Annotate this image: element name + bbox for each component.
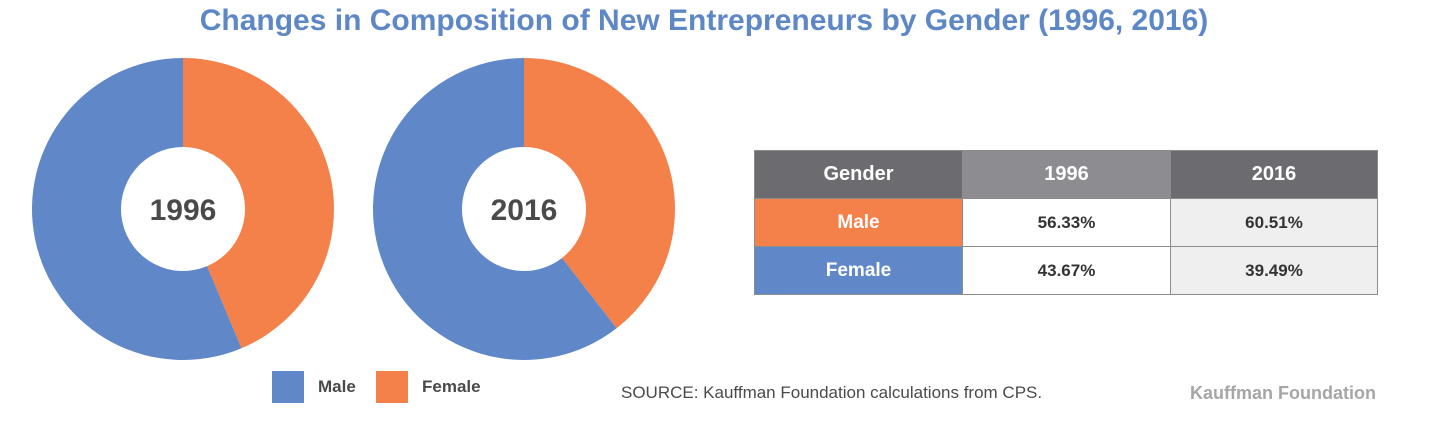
legend-label-female: Female xyxy=(422,377,481,396)
pie-slice-female-1996 xyxy=(183,58,335,349)
table-row-label-male: Male xyxy=(754,198,963,247)
donut-center-label-2016: 2016 xyxy=(491,194,558,227)
pie-slice-male-1996 xyxy=(32,58,242,360)
legend-swatch-female xyxy=(376,371,408,403)
table-header-1996: 1996 xyxy=(962,150,1171,199)
table-row-label-female: Female xyxy=(754,246,963,295)
pie-slice-male-2016 xyxy=(372,58,617,360)
table-cell: 43.67% xyxy=(962,246,1171,295)
legend-label-male: Male xyxy=(318,377,356,396)
brand-label: Kauffman Foundation xyxy=(1190,383,1376,403)
source-note: SOURCE: Kauffman Foundation calculations… xyxy=(621,383,1043,402)
legend-item-female: Female xyxy=(376,370,481,404)
table-cell: 60.51% xyxy=(1170,198,1378,247)
legend-swatch-male xyxy=(272,371,304,403)
donut-center-label-1996: 1996 xyxy=(150,194,217,227)
table-row: Male 56.33% 60.51% xyxy=(754,198,1378,247)
data-table: Gender 1996 2016 Male 56.33% 60.51% Fema… xyxy=(754,150,1378,295)
table-cell: 56.33% xyxy=(962,198,1171,247)
table-row: Female 43.67% 39.49% xyxy=(754,246,1378,295)
donut-charts: 1996 2016 xyxy=(32,58,675,360)
table-cell: 39.49% xyxy=(1170,246,1378,295)
legend-item-male: Male xyxy=(272,370,356,404)
table-header-gender: Gender xyxy=(754,150,963,199)
table-header-2016: 2016 xyxy=(1170,150,1378,199)
table-header-row: Gender 1996 2016 xyxy=(754,150,1378,199)
chart-title: Changes in Composition of New Entreprene… xyxy=(199,4,1209,37)
pie-slice-female-2016 xyxy=(524,58,675,329)
